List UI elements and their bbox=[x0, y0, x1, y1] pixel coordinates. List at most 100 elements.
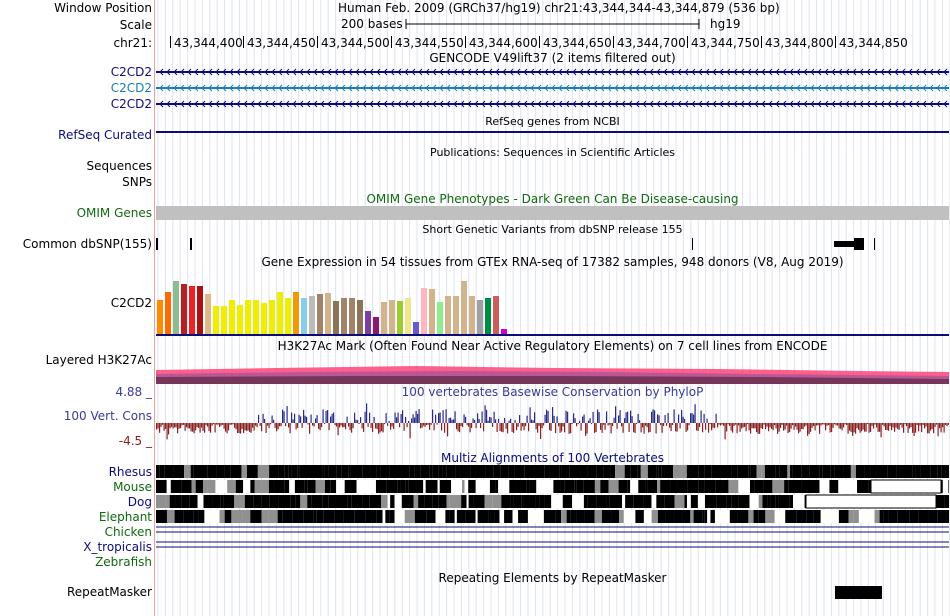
ruler-tick-mark bbox=[391, 36, 392, 48]
gtex-tissue-bar bbox=[365, 311, 371, 334]
gtex-tissue-bar bbox=[285, 298, 291, 334]
multiz-alignment-blocks[interactable] bbox=[156, 465, 949, 555]
ruler-tick-mark bbox=[835, 36, 836, 48]
gtex-tissue-bar bbox=[357, 300, 363, 334]
gtex-tissue-bar bbox=[397, 301, 403, 334]
gtex-tissue-bar bbox=[349, 298, 355, 334]
refseq-track-title: RefSeq genes from NCBI bbox=[485, 115, 620, 128]
gtex-tissue-bar bbox=[221, 306, 227, 334]
ruler-tick-label: 43,344,800 bbox=[765, 36, 834, 50]
window-position-label: Window Position bbox=[54, 1, 152, 15]
ruler-tick-label: 43,344,650 bbox=[543, 36, 612, 50]
omim-track-title: OMIM Gene Phenotypes - Dark Green Can Be… bbox=[366, 192, 739, 206]
ruler-tick-label: 43,344,400 bbox=[174, 36, 243, 50]
gtex-tissue-bar bbox=[205, 294, 211, 334]
gtex-tissue-bar bbox=[301, 298, 307, 334]
ruler-tick-mark bbox=[687, 36, 688, 48]
gtex-tissue-bar bbox=[381, 302, 387, 334]
repeat-element-block[interactable] bbox=[835, 586, 882, 599]
sequences-track-label[interactable]: Sequences bbox=[86, 159, 152, 173]
phylop-track-label[interactable]: 100 Vert. Cons bbox=[63, 409, 152, 423]
gtex-tissue-bar bbox=[429, 289, 435, 334]
phylop-max-label: 4.88 _ bbox=[115, 385, 152, 399]
dbsnp-track-label[interactable]: Common dbSNP(155) bbox=[22, 237, 152, 251]
dbsnp-variant-marks[interactable] bbox=[156, 236, 949, 252]
gtex-gene-label[interactable]: C2CD2 bbox=[110, 296, 152, 310]
gtex-tissue-bar bbox=[373, 317, 379, 334]
gtex-gene-line bbox=[156, 334, 949, 336]
ruler-tick-mark bbox=[539, 36, 540, 48]
gtex-tissue-bar bbox=[213, 306, 219, 334]
ruler-tick-mark bbox=[243, 36, 244, 48]
gtex-tissue-bar bbox=[485, 298, 491, 334]
gtex-tissue-bar bbox=[277, 292, 283, 334]
scale-label: Scale bbox=[119, 18, 152, 32]
repeatmasker-track-label[interactable]: RepeatMasker bbox=[66, 585, 152, 599]
dbsnp-track-title: Short Genetic Variants from dbSNP releas… bbox=[422, 223, 683, 236]
assembly-position-title: Human Feb. 2009 (GRCh37/hg19) chr21:43,3… bbox=[338, 1, 780, 15]
species-label-x-tropicalis[interactable]: X_tropicalis bbox=[83, 540, 152, 554]
repeatmasker-track-title: Repeating Elements by RepeatMasker bbox=[438, 571, 667, 585]
ruler-tick-label: 43,344,700 bbox=[617, 36, 686, 50]
species-label-mouse[interactable]: Mouse bbox=[113, 480, 152, 494]
refseq-gene-line[interactable] bbox=[156, 131, 949, 133]
ruler-tick-mark bbox=[170, 36, 171, 48]
phylop-min-label: -4.5 _ bbox=[118, 434, 152, 448]
gtex-tissue-bar bbox=[229, 300, 235, 334]
ruler-tick-label: 43,344,550 bbox=[395, 36, 464, 50]
ruler-tick-label: 43,344,500 bbox=[321, 36, 390, 50]
gtex-tissue-bar bbox=[237, 305, 243, 334]
scale-bar bbox=[405, 19, 700, 29]
gtex-tissue-bar bbox=[197, 286, 203, 334]
gtex-tissue-bar bbox=[245, 300, 251, 334]
scale-db-name: hg19 bbox=[710, 17, 741, 31]
gtex-tissue-bar bbox=[477, 300, 483, 334]
refseq-track-label[interactable]: RefSeq Curated bbox=[58, 128, 152, 142]
species-label-rhesus[interactable]: Rhesus bbox=[108, 465, 152, 479]
ruler-tick-mark bbox=[761, 36, 762, 48]
gtex-tissue-bar bbox=[493, 296, 499, 334]
gtex-tissue-bar bbox=[269, 300, 275, 334]
gtex-expression-chart[interactable] bbox=[156, 268, 949, 334]
omim-feature-bar[interactable] bbox=[156, 206, 949, 220]
gtex-tissue-bar bbox=[405, 298, 411, 334]
gtex-tissue-bar bbox=[293, 292, 299, 334]
gtex-tissue-bar bbox=[181, 284, 187, 334]
chrom-label: chr21: bbox=[113, 36, 152, 50]
gtex-tissue-bar bbox=[341, 298, 347, 334]
gtex-tissue-bar bbox=[165, 292, 171, 334]
gtex-tissue-bar bbox=[189, 286, 195, 334]
h3k27ac-track-label[interactable]: Layered H3K27Ac bbox=[45, 353, 152, 367]
phylop-track-title: 100 vertebrates Basewise Conservation by… bbox=[401, 385, 704, 399]
gtex-tissue-bar bbox=[389, 300, 395, 334]
species-label-elephant[interactable]: Elephant bbox=[98, 510, 152, 524]
gencode-item-label-2[interactable]: C2CD2 bbox=[110, 81, 152, 95]
scale-bar-text: 200 bases bbox=[341, 17, 403, 31]
gtex-tissue-bar bbox=[421, 288, 427, 334]
publications-track-title: Publications: Sequences in Scientific Ar… bbox=[430, 146, 675, 159]
gencode-item-label-1[interactable]: C2CD2 bbox=[110, 65, 152, 79]
species-label-chicken[interactable]: Chicken bbox=[104, 525, 152, 539]
gencode-item-label-3[interactable]: C2CD2 bbox=[110, 97, 152, 111]
ruler-tick-label: 43,344,450 bbox=[247, 36, 316, 50]
phylop-conservation-plot[interactable] bbox=[156, 398, 949, 448]
h3k27ac-signal[interactable] bbox=[156, 354, 949, 384]
gtex-tissue-bar bbox=[157, 300, 163, 334]
gtex-tissue-bar bbox=[317, 294, 323, 334]
ruler-tick-label: 43,344,850 bbox=[839, 36, 908, 50]
gencode-track-title: GENCODE V49lift37 (2 items filtered out) bbox=[429, 51, 676, 65]
gtex-tissue-bar bbox=[309, 296, 315, 334]
omim-track-label[interactable]: OMIM Genes bbox=[76, 206, 152, 220]
gtex-tissue-bar bbox=[173, 281, 179, 334]
species-label-zebrafish[interactable]: Zebrafish bbox=[95, 555, 152, 569]
gtex-tissue-bar bbox=[325, 293, 331, 334]
gtex-tissue-bar bbox=[445, 296, 451, 334]
snps-track-label[interactable]: SNPs bbox=[122, 175, 152, 189]
multiz-track-title: Multiz Alignments of 100 Vertebrates bbox=[440, 451, 665, 465]
gtex-tissue-bar bbox=[413, 322, 419, 334]
gtex-tissue-bar bbox=[253, 300, 259, 334]
species-label-dog[interactable]: Dog bbox=[127, 495, 152, 509]
ruler-tick-mark bbox=[613, 36, 614, 48]
ruler-tick-label: 43,344,750 bbox=[691, 36, 760, 50]
gencode-gene-models[interactable] bbox=[156, 67, 949, 109]
